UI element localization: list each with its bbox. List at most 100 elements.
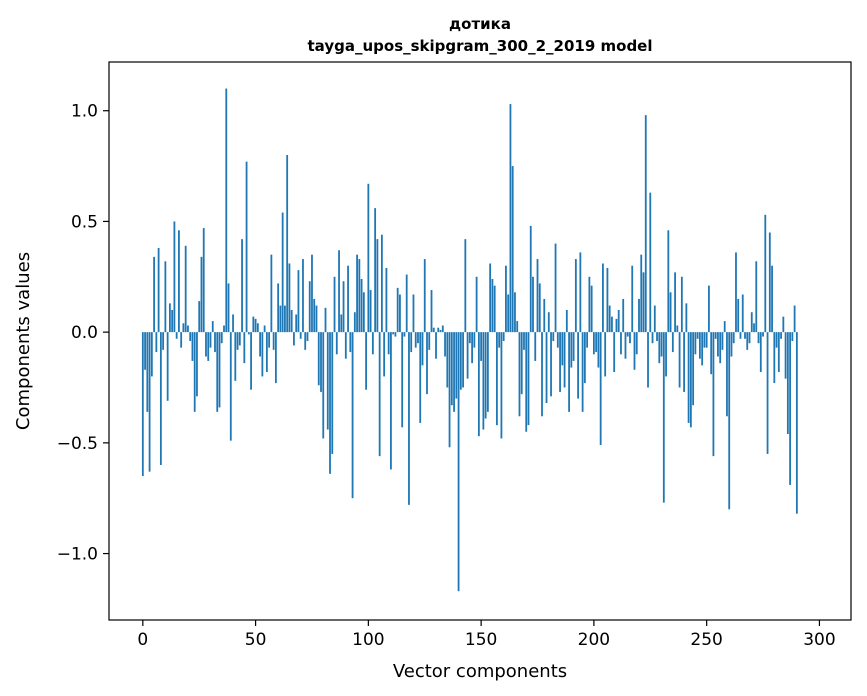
- bar-206: [606, 267, 609, 333]
- bar-285: [784, 332, 787, 379]
- bar-59: [274, 332, 277, 384]
- bar-242: [687, 332, 690, 423]
- bar-97: [360, 279, 363, 333]
- bar-217: [631, 265, 634, 333]
- bar-186: [561, 332, 564, 366]
- bar-277: [766, 332, 769, 454]
- bar-115: [401, 332, 404, 428]
- bar-111: [392, 332, 395, 335]
- bar-204: [602, 263, 604, 333]
- bar-195: [581, 332, 584, 412]
- bar-184: [556, 332, 559, 348]
- bar-215: [626, 332, 629, 337]
- y-axis-label: Components values: [13, 252, 34, 430]
- bar-280: [773, 332, 776, 384]
- bar-151: [482, 332, 485, 430]
- bar-272: [755, 261, 758, 333]
- bar-157: [496, 332, 498, 426]
- bar-105: [378, 332, 381, 457]
- bar-6: [155, 332, 158, 353]
- bar-77: [315, 305, 318, 333]
- bar-37: [225, 88, 228, 333]
- bar-188: [565, 310, 568, 333]
- bar-36: [223, 325, 225, 333]
- bar-214: [624, 332, 627, 359]
- bar-127: [428, 332, 431, 350]
- bar-261: [730, 332, 733, 357]
- bar-71: [302, 259, 304, 333]
- bar-266: [741, 294, 744, 333]
- bar-33: [216, 332, 219, 412]
- bar-222: [642, 272, 645, 333]
- bar-55: [265, 332, 268, 372]
- bar-146: [471, 332, 473, 364]
- bar-145: [468, 332, 471, 344]
- bar-263: [735, 252, 737, 333]
- bar-12: [168, 303, 171, 333]
- bar-250: [705, 332, 708, 348]
- bar-84: [331, 332, 334, 454]
- bar-27: [202, 228, 205, 333]
- bar-197: [586, 332, 589, 348]
- bar-290: [795, 332, 798, 514]
- bar-274: [759, 332, 762, 372]
- bar-31: [211, 321, 214, 333]
- bar-181: [550, 332, 552, 397]
- bar-177: [541, 332, 543, 417]
- bar-279: [771, 265, 773, 333]
- bar-253: [712, 332, 715, 457]
- bar-221: [640, 254, 643, 333]
- bar-194: [579, 252, 582, 333]
- bar-159: [500, 332, 503, 439]
- bar-182: [552, 332, 555, 341]
- bar-25: [198, 301, 201, 333]
- bar-149: [477, 332, 480, 437]
- bar-5: [153, 256, 155, 333]
- bar-70: [299, 332, 302, 339]
- bar-133: [441, 325, 444, 333]
- bar-56: [268, 332, 271, 348]
- bar-191: [572, 332, 575, 361]
- bar-80: [322, 332, 325, 439]
- bar-220: [638, 298, 640, 333]
- bar-143: [464, 239, 467, 333]
- bar-244: [692, 332, 695, 406]
- y-tick-label: 1.0: [71, 102, 98, 122]
- bar-102: [371, 332, 374, 355]
- bar-75: [311, 254, 313, 333]
- bar-42: [236, 332, 239, 350]
- bar-66: [290, 310, 293, 333]
- x-tick-label: 250: [690, 630, 722, 650]
- y-tick-label: 0.0: [71, 323, 98, 343]
- bar-30: [209, 332, 212, 348]
- bar-3: [148, 332, 151, 472]
- bar-154: [489, 263, 492, 333]
- bar-11: [166, 332, 169, 401]
- x-tick-label: 300: [803, 630, 835, 650]
- bar-199: [590, 285, 593, 333]
- bar-118: [408, 332, 410, 505]
- bar-53: [261, 332, 264, 377]
- bar-120: [412, 294, 415, 333]
- bar-167: [518, 332, 521, 417]
- bar-251: [708, 285, 710, 333]
- bar-224: [647, 332, 649, 388]
- bar-93: [351, 332, 354, 499]
- bar-137: [450, 332, 453, 406]
- bar-270: [750, 312, 753, 333]
- bar-252: [710, 332, 713, 375]
- x-tick-label: 50: [245, 630, 267, 650]
- bar-230: [660, 332, 663, 357]
- bar-98: [362, 292, 365, 333]
- bar-183: [554, 243, 557, 333]
- bar-90: [344, 332, 347, 359]
- bar-13: [171, 310, 174, 333]
- bar-99: [365, 332, 367, 390]
- bar-219: [635, 332, 638, 355]
- bar-211: [617, 310, 620, 333]
- bar-86: [335, 332, 338, 355]
- bar-22: [191, 332, 194, 361]
- bar-51: [256, 323, 259, 333]
- bar-255: [717, 332, 719, 357]
- bar-208: [611, 316, 613, 333]
